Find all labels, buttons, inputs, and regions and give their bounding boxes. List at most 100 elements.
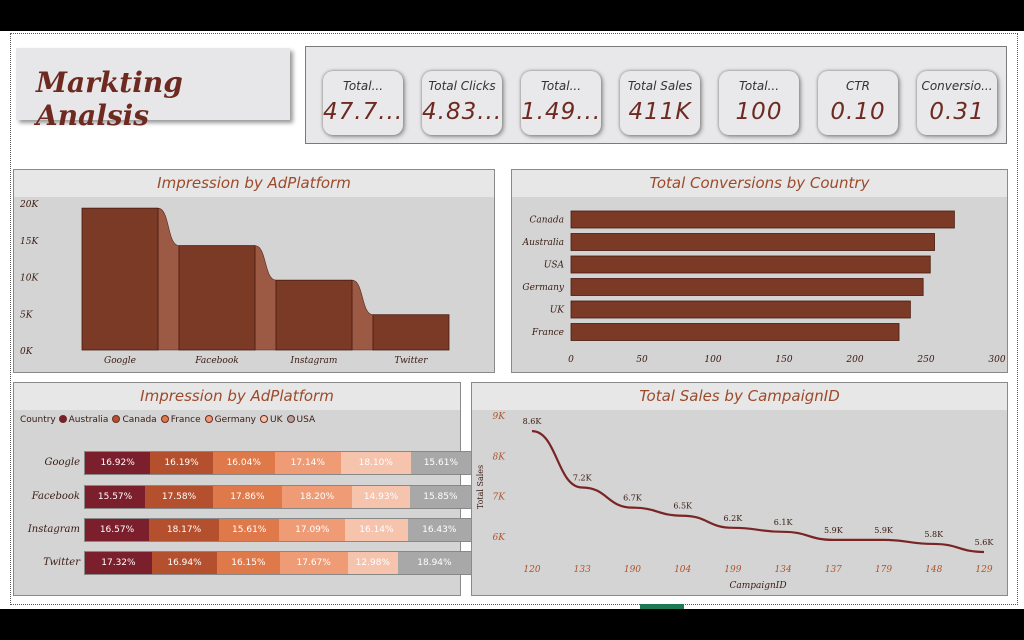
- kpi-card[interactable]: Conversio... 0.31: [917, 71, 997, 135]
- legend-label: Australia: [68, 415, 109, 425]
- bar: [570, 210, 955, 229]
- y-tick-label: UK: [550, 306, 566, 316]
- conversions-chart-panel[interactable]: Total Conversions by Country Canada Austr…: [511, 169, 1008, 373]
- legend-swatch: [112, 415, 121, 423]
- y-tick-label: 20K: [19, 200, 39, 210]
- legend-label: Canada: [122, 415, 157, 425]
- legend-swatch: [160, 415, 169, 423]
- y-tick-label: 7K: [493, 493, 507, 503]
- y-tick-label: France: [531, 328, 564, 338]
- data-label: 5.9K: [824, 526, 844, 535]
- ribbon-connector: [254, 245, 277, 351]
- stacked-bar-row[interactable]: 17.32% 16.94% 16.15% 17.67% 12.98% 18.94%: [84, 551, 472, 575]
- legend-swatch: [58, 415, 67, 423]
- legend-item[interactable]: Canada: [112, 415, 157, 425]
- kpi-card[interactable]: Total Sales 411K: [620, 71, 700, 135]
- bar-segment: 15.85%: [409, 486, 471, 508]
- impression-chart: 0K 5K 10K 15K 20K Google Facebook Instagram Twit…: [19, 200, 450, 366]
- ribbon-connector: [351, 279, 374, 351]
- stacked-bar-row[interactable]: 16.92% 16.19% 16.04% 17.14% 18.10% 15.61%: [84, 451, 472, 475]
- y-tick-label: 5K: [20, 310, 34, 320]
- legend-item[interactable]: France: [160, 415, 201, 425]
- bar: [570, 255, 931, 274]
- data-label: 8.6K: [523, 417, 543, 426]
- bar: [570, 323, 900, 341]
- legend-item[interactable]: UK: [260, 415, 283, 425]
- kpi-value: 1.49...: [521, 99, 602, 125]
- bar-segment: 16.57%: [85, 519, 149, 541]
- x-tick-label: Instagram: [290, 356, 338, 366]
- bar-segment: 18.10%: [340, 452, 411, 474]
- legend-label: Germany: [214, 415, 257, 425]
- sales-chart-panel[interactable]: Total Sales by CampaignID 6K 7K 8K 9K Total …: [471, 382, 1008, 596]
- legend-swatch: [204, 415, 213, 423]
- legend-item[interactable]: USA: [286, 415, 315, 425]
- bar-segment: 17.14%: [274, 452, 341, 474]
- kpi-value: 0.31: [929, 99, 985, 125]
- kpi-card[interactable]: Total... 47.7...: [323, 71, 403, 135]
- y-tick-label: Instagram: [27, 524, 80, 535]
- y-tick-label: USA: [544, 261, 565, 271]
- panel-title: Total Sales by CampaignID: [472, 383, 1007, 410]
- kpi-card[interactable]: CTR 0.10: [818, 71, 898, 135]
- x-axis-title: CampaignID: [729, 581, 786, 591]
- bar: [570, 278, 924, 296]
- y-axis-title: Total Sales: [476, 465, 485, 509]
- page-title: Markting Analsis: [36, 66, 183, 132]
- legend-swatch: [286, 415, 295, 423]
- bar-segment: 17.09%: [279, 519, 346, 541]
- kpi-panel: Total... 47.7... Total Clicks 4.83... To…: [305, 46, 1007, 144]
- y-tick-label: 9K: [493, 412, 507, 422]
- sales-line-chart: 6K 7K 8K 9K Total Sales 8.6K 120 7.2K 133 6.7K 190…: [476, 412, 994, 591]
- data-label: 7.2K: [573, 474, 593, 483]
- bar: [372, 314, 450, 351]
- legend-title: Country: [20, 415, 56, 425]
- data-label: 5.8K: [924, 530, 944, 539]
- kpi-value: 411K: [628, 99, 692, 125]
- y-tick-label: 0K: [20, 347, 34, 357]
- kpi-label: Conversio...: [921, 79, 993, 93]
- legend-label: France: [170, 415, 201, 425]
- kpi-value: 4.83...: [422, 99, 503, 125]
- bar: [81, 207, 159, 351]
- legend-label: UK: [270, 415, 283, 425]
- bar: [570, 300, 911, 319]
- bar-segment: 14.93%: [352, 486, 410, 508]
- x-tick-label: 179: [875, 565, 892, 575]
- impression-country-panel[interactable]: Impression by AdPlatform Country Austral…: [13, 382, 472, 596]
- bar-segment: 18.20%: [281, 486, 353, 508]
- impression-chart-panel[interactable]: Impression by AdPlatform 0K 5K 10K 15K 20K Go…: [13, 169, 495, 373]
- bar-segment: 17.58%: [145, 486, 213, 508]
- bar-segment: 16.43%: [407, 519, 471, 541]
- x-tick-label: Facebook: [194, 356, 238, 366]
- kpi-card[interactable]: Total... 1.49...: [521, 71, 601, 135]
- kpi-label: CTR: [845, 79, 871, 93]
- kpi-label: Total...: [540, 79, 582, 93]
- bar-segment: 18.94%: [397, 552, 471, 574]
- x-tick-label: 148: [925, 565, 942, 575]
- x-tick-label: 120: [523, 565, 540, 575]
- kpi-card[interactable]: Total Clicks 4.83...: [422, 71, 502, 135]
- panel-title: Total Conversions by Country: [512, 170, 1007, 197]
- legend-swatch: [260, 415, 269, 423]
- legend-item[interactable]: Germany: [204, 415, 257, 425]
- x-tick-label: 129: [975, 565, 992, 575]
- bar-segment: 15.61%: [410, 452, 471, 474]
- x-tick-label: 137: [825, 565, 842, 575]
- bar-segment: 16.92%: [85, 452, 151, 474]
- x-tick-label: 150: [775, 355, 792, 365]
- legend-item[interactable]: Australia: [58, 415, 109, 425]
- stacked-bar-row[interactable]: 15.57% 17.58% 17.86% 18.20% 14.93% 15.85%: [84, 485, 472, 509]
- stacked-bar-row[interactable]: 16.57% 18.17% 15.61% 17.09% 16.14% 16.43%: [84, 518, 472, 542]
- kpi-card[interactable]: Total... 100: [719, 71, 799, 135]
- y-tick-label: Twitter: [43, 557, 80, 568]
- bar: [275, 279, 353, 351]
- data-label: 6.2K: [724, 514, 744, 523]
- y-tick-label: Australia: [522, 238, 564, 248]
- kpi-label: Total...: [738, 79, 780, 93]
- bar-segment: 16.94%: [151, 552, 218, 574]
- ribbon-connector: [157, 207, 180, 351]
- kpi-value: 100: [735, 99, 783, 125]
- kpi-label: Total Sales: [627, 79, 693, 93]
- data-label: 5.9K: [874, 526, 894, 535]
